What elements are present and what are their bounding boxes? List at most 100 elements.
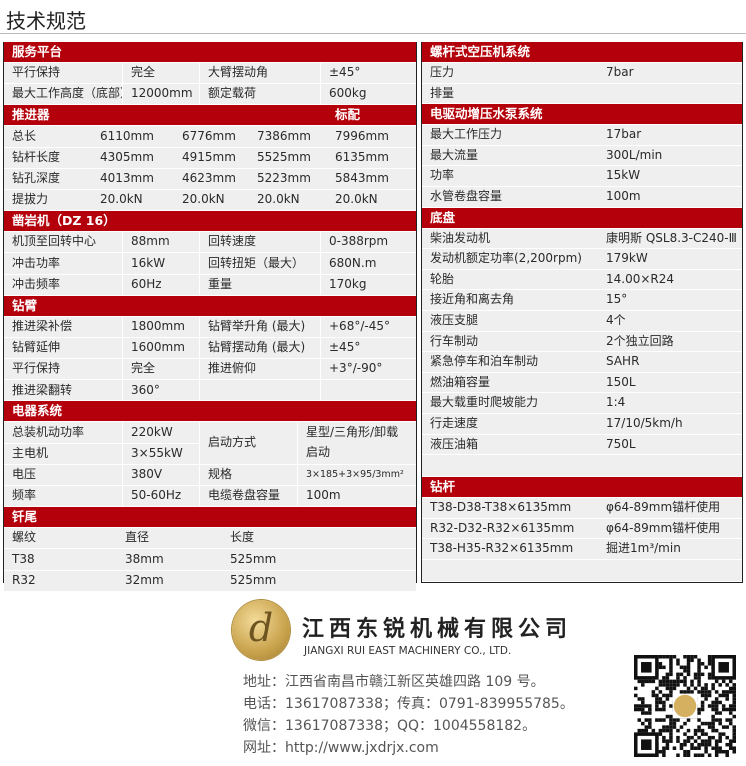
qr-module: [658, 749, 663, 754]
spec-label: 平行保持: [4, 359, 122, 380]
qr-module: [732, 707, 736, 712]
qr-module: [658, 665, 663, 670]
spec-label: 发动机额定功率(2,200rpm): [422, 249, 598, 269]
qr-module: [732, 704, 736, 708]
qr-module: [662, 693, 666, 698]
qr-module: [697, 676, 701, 680]
qr-module: [644, 679, 649, 684]
spec-value: 150L: [598, 372, 742, 393]
qr-module: [669, 739, 673, 743]
qr-module: [707, 690, 712, 694]
qr-module: [700, 690, 705, 694]
spec-value: 提拔力: [4, 189, 92, 211]
qr-module: [697, 711, 701, 715]
qr-module: [662, 749, 666, 754]
title-divider: [0, 33, 746, 34]
spec-label: 启动方式: [200, 422, 297, 464]
qr-module: [644, 704, 649, 708]
qr-module: [690, 690, 694, 694]
qr-module: [662, 739, 666, 743]
qr-module: [665, 672, 670, 677]
spec-value: +3°/-90°: [321, 359, 416, 380]
qr-module: [725, 753, 729, 757]
section-title: 钎尾: [12, 509, 38, 525]
qr-module: [637, 704, 642, 708]
qr-module: [662, 655, 666, 659]
qr-module: [686, 728, 691, 733]
qr-module: [669, 690, 673, 694]
address-line: 地址：江西省南昌市赣江新区英雄四路 109 号。: [243, 674, 545, 690]
qr-module: [697, 665, 701, 670]
spec-value: R32: [4, 570, 117, 591]
spec-value: 20.0kN: [92, 189, 174, 211]
qr-module: [669, 714, 673, 719]
qr-module: [669, 658, 673, 663]
qr-module: [686, 662, 691, 666]
spec-value: 38mm: [117, 549, 222, 570]
qr-module: [711, 718, 715, 722]
section-table: 螺纹 直径 长度 T38 38mm 525mm R32 32mm 525mm: [4, 528, 416, 591]
qr-module: [700, 728, 705, 733]
spec-value: 螺纹: [4, 528, 117, 549]
spec-value: [321, 380, 416, 401]
spec-label: 大臂摆动角: [200, 63, 320, 84]
spec-label: 主电机: [4, 443, 122, 464]
qr-module: [676, 718, 680, 722]
qr-module: [697, 718, 701, 722]
qr-module: [700, 662, 705, 666]
spec-label: 重量: [200, 274, 320, 295]
qr-module: [683, 749, 687, 754]
qr-module: [725, 749, 729, 754]
qr-module: [700, 693, 705, 698]
qr-module: [651, 728, 656, 733]
section-title: 钻臂: [12, 297, 38, 313]
qr-module: [641, 707, 645, 712]
qr-module: [700, 739, 705, 743]
qr-module: [669, 735, 673, 740]
qr-module: [669, 662, 673, 666]
qr-module: [693, 672, 698, 677]
qr-module: [714, 718, 719, 722]
qr-module: [676, 728, 680, 733]
qr-module: [693, 728, 698, 733]
qr-module: [637, 679, 642, 684]
qr-module: [697, 662, 701, 666]
blank-row: [422, 455, 742, 477]
qr-module: [732, 732, 736, 736]
qr-module: [686, 735, 691, 740]
spec-label: 柴油发动机: [422, 228, 598, 249]
qr-module: [725, 735, 729, 740]
spec-value: T38: [4, 549, 117, 570]
qr-module: [728, 711, 733, 715]
spec-value: 5843mm: [327, 168, 416, 189]
spec-label: 钻臂延伸: [4, 337, 122, 359]
spec-value: 17/10/5km/h: [598, 413, 742, 434]
qr-module: [711, 735, 715, 740]
spec-value: 380V: [123, 464, 199, 485]
qr-module: [728, 686, 733, 691]
spec-label: 水管卷盘容量: [422, 186, 598, 207]
qr-module: [704, 693, 708, 698]
qr-module: [732, 700, 736, 705]
qr-module: [683, 742, 687, 747]
qr-module: [707, 662, 712, 666]
qr-module: [634, 693, 638, 698]
qr-module: [714, 739, 719, 743]
spec-label: 额定载荷: [200, 84, 320, 105]
qr-module: [662, 718, 666, 722]
qr-code: [634, 655, 736, 757]
qr-module: [718, 662, 729, 673]
qr-module: [697, 690, 701, 694]
qr-module: [718, 700, 722, 705]
qr-module: [658, 679, 663, 684]
section-header: 推进器 标配: [4, 105, 416, 126]
qr-module: [655, 704, 659, 708]
qr-module: [721, 732, 726, 736]
qr-module: [693, 676, 698, 680]
spec-value: 4623mm: [174, 168, 249, 189]
section-table: 总长 6110mm 6776mm 7386mm 7996mm 钻杆长度 4305mm 4915…: [4, 126, 416, 211]
spec-value: φ64-89mm锚杆使用: [598, 518, 742, 539]
qr-module: [686, 669, 691, 673]
qr-module: [707, 742, 712, 747]
qr-module: [686, 690, 691, 694]
